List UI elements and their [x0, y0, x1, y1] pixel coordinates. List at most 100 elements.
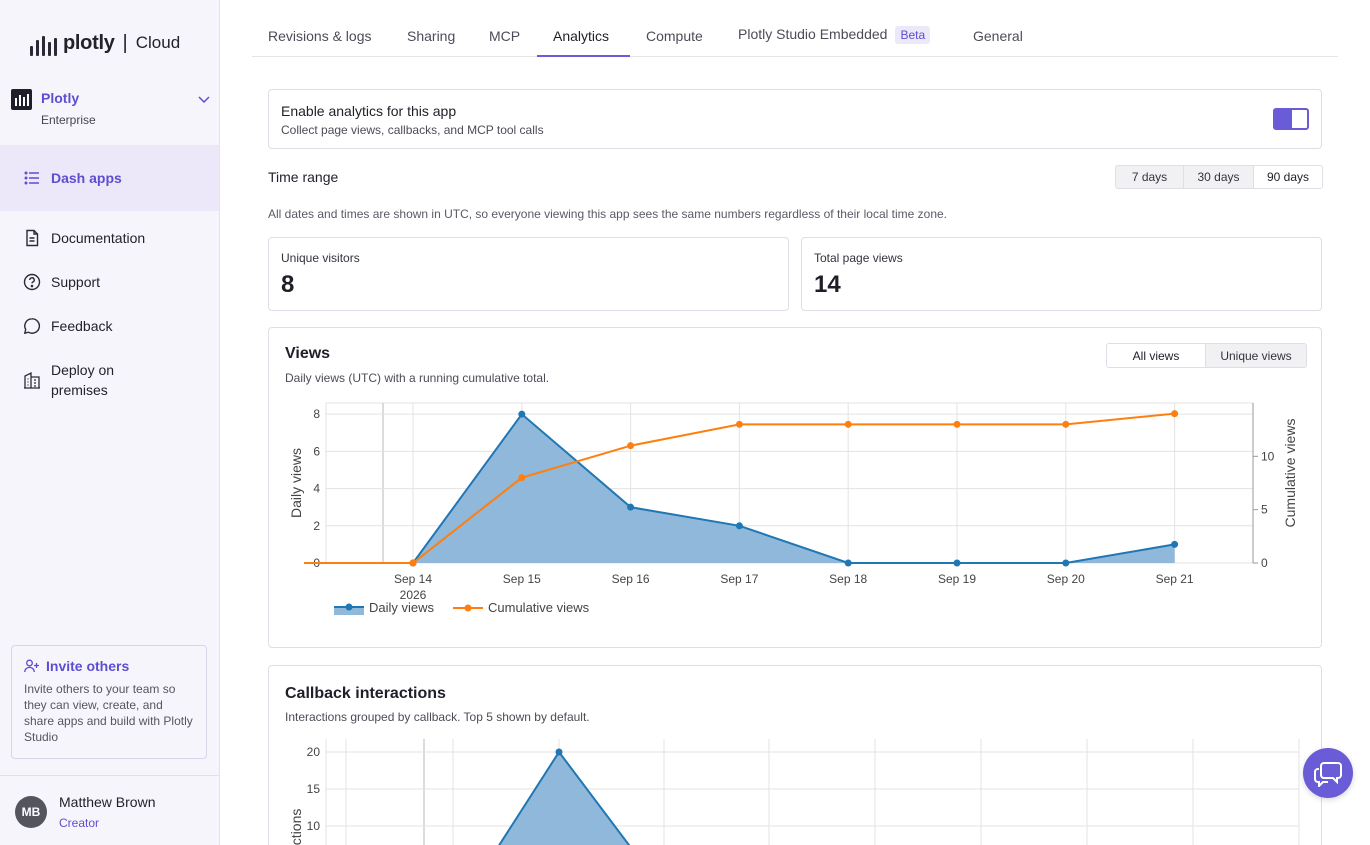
beta-badge: Beta	[895, 26, 931, 44]
add-user-icon	[24, 659, 39, 673]
all-views-button[interactable]: All views	[1107, 344, 1206, 367]
total-page-views-card: Total page views 14	[801, 237, 1322, 311]
sidebar-item-label: Deploy on premises	[51, 362, 115, 398]
help-circle-icon	[23, 273, 41, 291]
cumulative-views-point	[735, 420, 743, 428]
user-profile[interactable]: MB Matthew Brown Creator	[0, 775, 219, 845]
settings-tabs: Revisions & logs Sharing MCP Analytics C…	[252, 0, 1338, 57]
sidebar-item-feedback[interactable]: Feedback	[23, 316, 112, 336]
org-name: Plotly	[41, 90, 80, 106]
callback-interactions-card: Callback interactions Interactions group…	[268, 665, 1322, 845]
views-card: Views Daily views (UTC) with a running c…	[268, 327, 1322, 648]
y2-axis-title: Cumulative views	[1282, 419, 1298, 528]
daily-views-point	[1171, 540, 1179, 548]
y2-tick-label: 10	[1261, 449, 1275, 463]
chevron-down-icon	[198, 96, 210, 104]
legend-cumulative-marker	[464, 604, 472, 612]
sidebar: plotly | Cloud Plotly Enterprise Dash ap…	[0, 0, 220, 845]
unique-visitors-card: Unique visitors 8	[268, 237, 789, 311]
y-axis-title: Daily views	[288, 448, 304, 518]
daily-views-point	[1062, 559, 1070, 567]
invite-card[interactable]: Invite others Invite others to your team…	[11, 645, 207, 759]
unique-views-button[interactable]: Unique views	[1220, 348, 1292, 363]
y-tick-label: 2	[313, 519, 320, 533]
org-tier: Enterprise	[41, 113, 96, 127]
time-range-option-90-days[interactable]: 90 days	[1254, 166, 1322, 188]
tab-studio-label: Plotly Studio Embedded	[738, 26, 888, 42]
list-icon	[24, 171, 39, 185]
user-name: Matthew Brown	[59, 794, 156, 810]
total-page-views-label: Total page views	[814, 251, 903, 265]
y-tick-label: 20	[307, 745, 321, 759]
logo-product: Cloud	[135, 33, 181, 52]
legend-cumulative-label: Cumulative views	[488, 600, 590, 615]
y-axis-title: Interactions	[288, 809, 304, 845]
invite-description: Invite others to your team so they can v…	[24, 682, 193, 744]
tab-revisions[interactable]: Revisions & logs	[268, 28, 372, 44]
user-role: Creator	[59, 816, 100, 830]
chat-icon	[1314, 762, 1342, 787]
y-tick-label: 6	[313, 444, 320, 458]
logo-separator: |	[122, 31, 128, 54]
tab-compute[interactable]: Compute	[646, 28, 703, 44]
sidebar-item-label: Dash apps	[51, 170, 122, 186]
x-year-label: 2026	[400, 588, 427, 602]
chat-support-button[interactable]	[1303, 748, 1353, 798]
cumulative-views-point	[409, 559, 417, 567]
interactions-area	[499, 752, 629, 845]
interactions-point	[555, 748, 563, 756]
daily-views-point	[518, 410, 526, 418]
invite-title[interactable]: Invite others	[24, 658, 194, 674]
daily-views-point	[627, 503, 635, 511]
tab-sharing[interactable]: Sharing	[407, 28, 456, 44]
sidebar-item-documentation[interactable]: Documentation	[23, 228, 145, 248]
cumulative-views-point	[1171, 410, 1179, 418]
org-switcher[interactable]: Plotly Enterprise	[11, 86, 211, 132]
x-tick-label: Sep 17	[720, 572, 758, 586]
plotly-logo-icon	[30, 30, 57, 56]
callback-subtitle: Interactions grouped by callback. Top 5 …	[285, 710, 590, 724]
active-tab-indicator	[537, 55, 630, 57]
legend-daily-marker	[345, 603, 353, 611]
time-range-option-30-days[interactable]: 30 days	[1184, 166, 1254, 188]
sidebar-item-dash-apps[interactable]: Dash apps	[23, 168, 122, 188]
x-tick-label: Sep 15	[503, 572, 541, 586]
toggle-knob	[1275, 110, 1292, 128]
callback-title: Callback interactions	[285, 685, 446, 702]
daily-views-point	[735, 522, 743, 530]
building-icon	[24, 371, 40, 389]
org-logo-icon	[11, 89, 32, 110]
sidebar-item-deploy[interactable]: Deploy on premises	[23, 360, 143, 400]
tab-general[interactable]: General	[973, 28, 1023, 44]
cumulative-views-point	[627, 442, 635, 450]
logo-text: plotly	[63, 31, 115, 54]
plotly-cloud-logo[interactable]: plotly | Cloud	[30, 30, 180, 56]
sidebar-item-support[interactable]: Support	[23, 272, 100, 292]
analytics-toggle-switch[interactable]	[1273, 108, 1309, 130]
analytics-toggle-title: Enable analytics for this app	[281, 103, 457, 119]
legend-daily-label: Daily views	[369, 600, 435, 615]
document-icon	[26, 229, 39, 247]
x-tick-label: Sep 16	[612, 572, 650, 586]
x-tick-label: Sep 21	[1156, 572, 1194, 586]
chat-bubble-icon	[23, 318, 41, 335]
y-tick-label: 10	[307, 819, 321, 833]
total-page-views-value: 14	[814, 271, 841, 298]
views-title: Views	[285, 345, 331, 362]
sidebar-item-label: Documentation	[51, 230, 146, 246]
daily-views-point	[953, 559, 961, 567]
cumulative-views-point	[844, 420, 852, 428]
cumulative-views-point	[953, 420, 961, 428]
y-tick-label: 15	[307, 782, 321, 796]
tab-analytics[interactable]: Analytics	[553, 28, 610, 44]
x-tick-label: Sep 19	[938, 572, 976, 586]
unique-visitors-value: 8	[281, 271, 295, 298]
x-tick-label: Sep 18	[829, 572, 867, 586]
legend-daily-swatch	[334, 607, 364, 615]
tab-mcp[interactable]: MCP	[489, 28, 521, 44]
time-range-label: Time range	[268, 169, 339, 185]
tab-studio-embedded[interactable]: Plotly Studio Embedded Beta	[738, 26, 931, 44]
time-range-option-7-days[interactable]: 7 days	[1116, 166, 1184, 188]
views-mode-toggle: All views Unique views	[1106, 343, 1307, 368]
